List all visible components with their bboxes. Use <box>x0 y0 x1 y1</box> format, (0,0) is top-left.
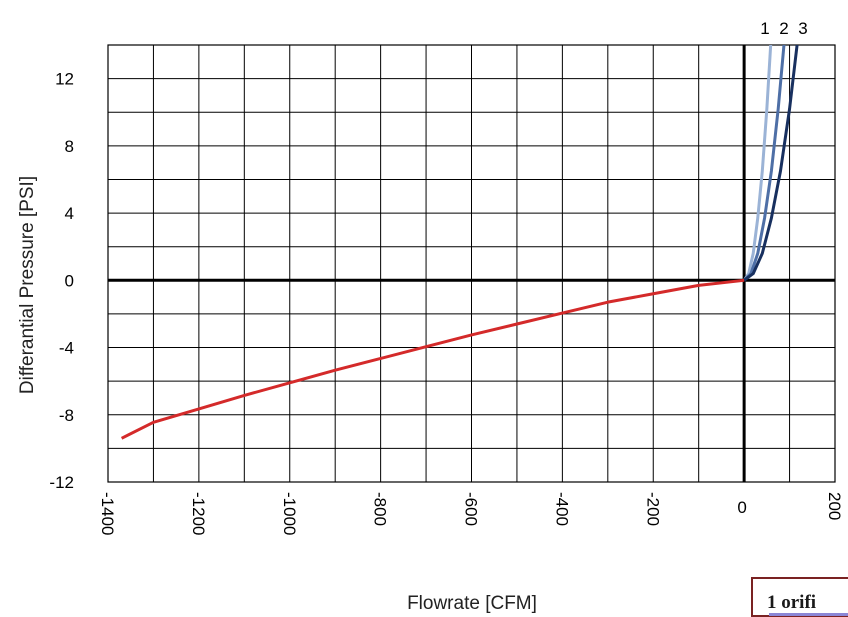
y-tick-labels: 12 8 4 0 -4 -8 -12 <box>49 70 74 492</box>
x-tick-labels: -1400 -1200 -1000 -800 -600 -400 -200 0 200 <box>98 492 844 535</box>
x-tick-label: 200 <box>825 492 844 520</box>
x-tick-label: -1000 <box>280 492 299 535</box>
y-tick-label: -8 <box>59 406 74 425</box>
series-line-flow <box>120 278 745 440</box>
y-tick-label: 12 <box>55 70 74 89</box>
x-tick-label: 0 <box>737 498 746 517</box>
legend-box: 1 orifi <box>751 577 848 617</box>
legend-underline <box>769 613 848 616</box>
x-tick-label: -600 <box>462 492 481 526</box>
y-tick-label: 4 <box>65 204 74 223</box>
series-line-3 <box>743 45 799 282</box>
y-axis-title: Differantial Pressure [PSI] <box>17 176 38 394</box>
x-tick-label: -200 <box>643 492 662 526</box>
x-tick-label: -1200 <box>189 492 208 535</box>
x-axis-title: Flowrate [CFM] <box>407 593 537 613</box>
series-label-3: 3 <box>798 19 807 38</box>
y-tick-label: -4 <box>59 339 74 358</box>
grid <box>107 44 836 483</box>
series-line-1 <box>742 45 773 282</box>
x-tick-label: -400 <box>552 492 571 526</box>
series-lines <box>120 45 799 440</box>
y-tick-label: 8 <box>65 137 74 156</box>
series-label-1: 1 <box>760 19 769 38</box>
series-label-2: 2 <box>779 19 788 38</box>
y-tick-label: -12 <box>49 473 74 492</box>
x-tick-label: -800 <box>371 492 390 526</box>
x-tick-label: -1400 <box>98 492 117 535</box>
legend-text: 1 orifi <box>767 592 817 613</box>
axes <box>108 45 835 482</box>
y-tick-label: 0 <box>65 271 74 290</box>
